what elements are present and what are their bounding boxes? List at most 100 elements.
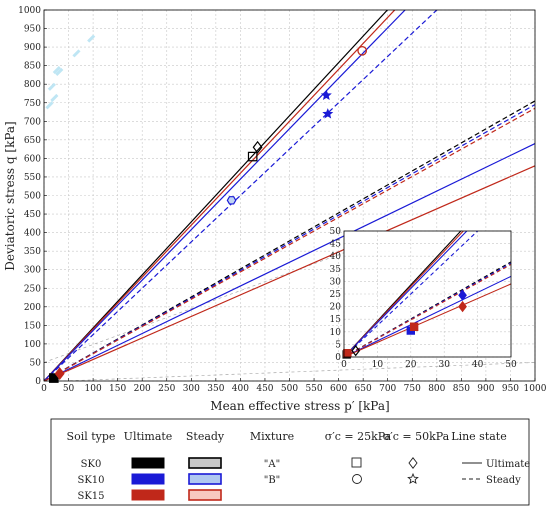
- legend-frame: [50, 418, 530, 506]
- inset-series-line: [344, 231, 468, 357]
- y-axis-label: Deviatoric stress q [kPa]: [3, 121, 17, 270]
- x-tick-label: 250: [158, 384, 175, 394]
- inset-x-tick-label: 50: [505, 360, 517, 370]
- inset-x-tick-label: 40: [472, 360, 484, 370]
- legend-ultimate-swatch: [131, 473, 165, 485]
- data-point: [322, 108, 334, 119]
- inset-data-point: [351, 345, 361, 357]
- inset-y-tick-label: 0: [335, 353, 341, 363]
- y-tick-label: 650: [24, 136, 41, 146]
- x-tick-label: 200: [134, 384, 151, 394]
- y-tick-label: 700: [24, 117, 41, 127]
- inset-data-points: [342, 289, 467, 359]
- data-point: [252, 140, 263, 154]
- data-point: [54, 367, 65, 381]
- legend-steady-swatch: [188, 473, 222, 485]
- data-point: [357, 45, 368, 56]
- inset-y-tick-label: 15: [330, 315, 342, 325]
- x-tick-label: 500: [281, 384, 298, 394]
- series-line: [44, 10, 389, 381]
- legend-soil-label: SK15: [77, 491, 104, 502]
- series-line: [44, 100, 535, 381]
- inset-frame: [343, 230, 512, 358]
- x-tick-label: 700: [379, 384, 396, 394]
- data-points: [49, 45, 368, 383]
- x-tick-label: 850: [453, 384, 470, 394]
- x-axis-label: Mean effective stress p′ [kPa]: [210, 399, 389, 413]
- tick-labels: 0 50 100 150 200 250 300 350 400 450 500 550 600 650 7…: [18, 6, 547, 394]
- legend-ultimate-swatch: [131, 457, 165, 469]
- x-tick-label: 350: [207, 384, 224, 394]
- series-line: [44, 10, 396, 381]
- inset-y-tick-label: 5: [335, 340, 341, 350]
- data-point: [247, 151, 258, 162]
- y-tick-label: 850: [24, 62, 41, 72]
- y-tick-label: 200: [24, 303, 41, 313]
- legend-steady-swatch: [188, 457, 222, 469]
- inset-data-point: [458, 289, 467, 301]
- legend-header-mixture: Mixture: [250, 430, 294, 443]
- legend-header-sigma50: σ′c = 50kPa: [383, 430, 450, 443]
- diamond-icon: [408, 457, 418, 469]
- inset-data-point: [343, 349, 352, 358]
- x-tick-label: 0: [41, 384, 47, 394]
- inset-series-line: [344, 231, 465, 357]
- y-tick-label: 250: [24, 284, 41, 294]
- x-tick-label: 100: [85, 384, 102, 394]
- main-plot: 0 50 100 150 200 250 300 350 400 450 500 550 600 650 7…: [18, 6, 547, 394]
- legend-mixture-label: "B": [264, 475, 281, 486]
- x-tick-label: 150: [109, 384, 126, 394]
- inset-series-line: [344, 275, 511, 357]
- x-tick-label: 400: [232, 384, 249, 394]
- x-tick-label: 300: [183, 384, 200, 394]
- legend-soil-label: SK10: [77, 475, 104, 486]
- data-point: [226, 196, 237, 205]
- y-tick-label: 350: [24, 247, 41, 257]
- y-tick-label: 150: [24, 321, 41, 331]
- circle-icon: [352, 474, 362, 484]
- x-tick-label: 950: [502, 384, 519, 394]
- series-line: [44, 165, 535, 381]
- y-tick-label: 950: [24, 25, 41, 35]
- legend-line-state-label: Ultimate: [486, 459, 530, 470]
- y-tick-label: 0: [35, 377, 41, 387]
- x-tick-label: 50: [63, 384, 75, 394]
- legend-header-line-state: Line state: [451, 430, 506, 443]
- reference-line: [63, 362, 535, 381]
- legend-mixture-label: "A": [264, 459, 280, 470]
- inset-y-tick-label: 10: [330, 328, 342, 338]
- legend-header-ultimate: Ultimate: [124, 430, 173, 443]
- x-tick-label: 900: [477, 384, 494, 394]
- x-tick-label: 800: [428, 384, 445, 394]
- legend-header-soil-type: Soil type: [67, 430, 116, 443]
- series-line: [44, 143, 535, 381]
- series-line: [44, 104, 535, 381]
- series-line: [44, 107, 535, 381]
- x-tick-label: 650: [355, 384, 372, 394]
- inset-y-tick-label: 25: [330, 290, 342, 300]
- star-icon: [407, 472, 419, 484]
- y-tick-label: 50: [30, 358, 42, 368]
- data-point: [320, 89, 332, 100]
- legend-steady-swatch: [188, 489, 222, 501]
- inset-data-point: [458, 300, 467, 313]
- inset-x-tick-label: 20: [405, 360, 417, 370]
- x-tick-label: 1000: [524, 384, 547, 394]
- inset-x-tick-label: 0: [341, 360, 347, 370]
- inset-y-tick-label: 30: [330, 277, 342, 287]
- x-tick-label: 450: [256, 384, 273, 394]
- inset-y-tick-label: 20: [330, 303, 342, 313]
- legend-soil-label: SK0: [81, 459, 102, 470]
- inset-y-tick-label: 50: [330, 227, 342, 237]
- x-tick-label: 750: [404, 384, 421, 394]
- series-lines: [44, 10, 535, 381]
- inset-series-line: [344, 283, 511, 357]
- inset-y-tick-label: 45: [330, 240, 342, 250]
- inset-x-tick-label: 30: [438, 360, 450, 370]
- x-tick-label: 550: [305, 384, 322, 394]
- y-tick-label: 800: [24, 80, 41, 90]
- legend-header-sigma25: σ′c = 25kPa: [325, 430, 392, 443]
